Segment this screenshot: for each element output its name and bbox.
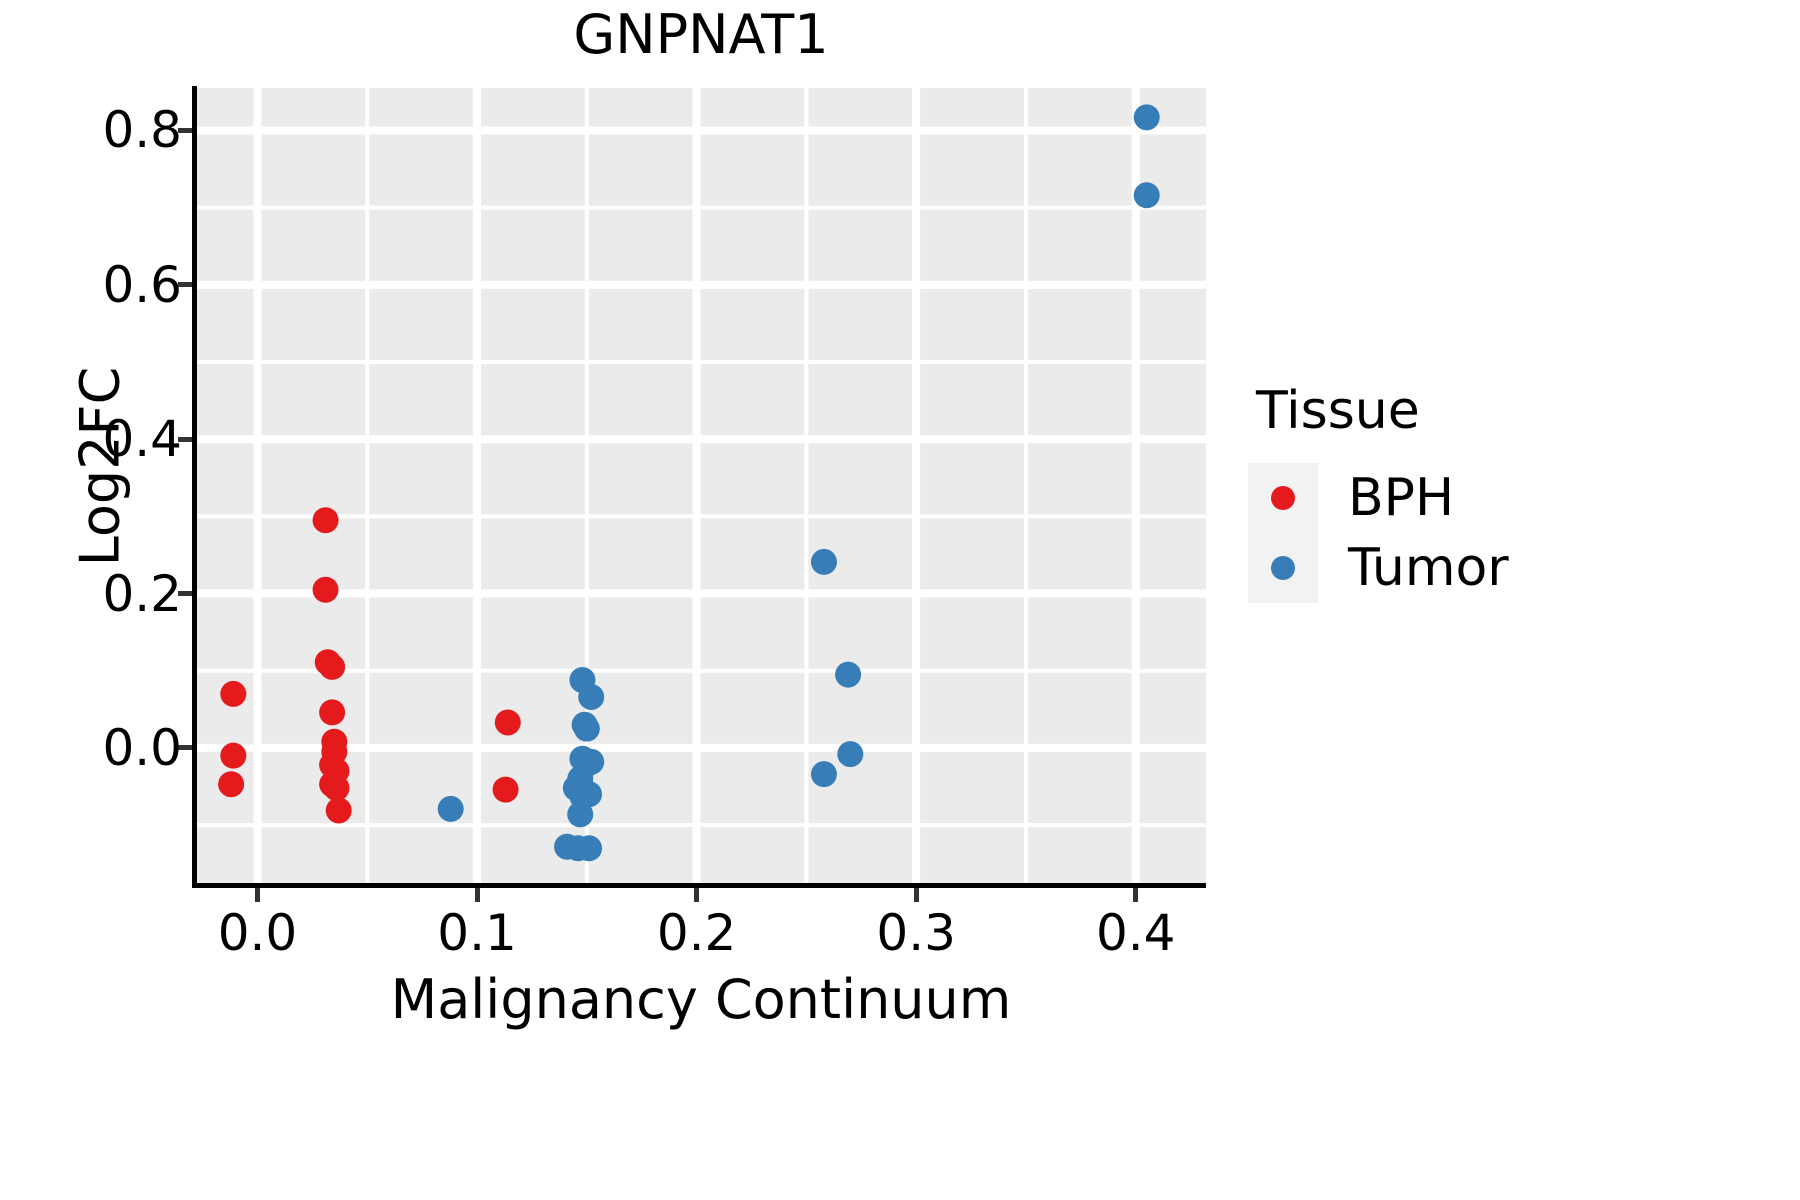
legend-dot-icon	[1271, 486, 1295, 510]
data-point-bph	[319, 653, 346, 680]
data-point-bph	[220, 680, 247, 707]
legend-item-label: BPH	[1348, 468, 1455, 528]
data-point-bph	[220, 742, 247, 769]
legend-items: BPH Tumor	[1248, 463, 1509, 603]
legend-title: Tissue	[1256, 381, 1420, 441]
data-point-tumor	[437, 795, 464, 822]
legend-item-tumor[interactable]: Tumor	[1248, 533, 1509, 603]
y-tick-label: 0.0	[102, 718, 182, 777]
data-point-tumor	[567, 801, 594, 828]
data-point-bph	[323, 775, 350, 802]
data-point-bph	[312, 507, 339, 534]
y-tick-label: 0.4	[102, 410, 182, 469]
data-point-tumor	[573, 715, 600, 742]
x-tick-mark	[474, 888, 480, 902]
plot-panel	[196, 88, 1206, 883]
x-tick-label: 0.4	[1095, 904, 1176, 962]
legend: Tissue BPH Tumor	[1248, 385, 1509, 603]
y-tick-mark	[178, 745, 192, 751]
legend-key-swatch	[1248, 533, 1318, 603]
data-point-bph	[492, 776, 519, 803]
y-tick-mark	[178, 127, 192, 133]
data-point-bph	[325, 797, 352, 824]
y-axis-title: Log2FC	[68, 366, 132, 567]
data-point-tumor	[576, 835, 603, 862]
page-title: GNPNAT1	[573, 3, 829, 66]
y-tick-label: 0.8	[102, 101, 182, 160]
data-point-bph	[218, 771, 245, 798]
legend-item-bph[interactable]: BPH	[1248, 463, 1509, 533]
data-point-tumor	[835, 661, 862, 688]
y-tick-mark	[178, 282, 192, 288]
x-tick-label: 0.2	[656, 904, 737, 962]
data-point-bph	[319, 699, 346, 726]
data-point-bph	[494, 709, 521, 736]
data-point-bph	[312, 576, 339, 603]
y-axis-line	[192, 86, 197, 887]
legend-key-swatch	[1248, 463, 1318, 533]
legend-item-label: Tumor	[1348, 538, 1509, 598]
x-tick-mark	[254, 888, 260, 902]
scatter-canvas	[196, 88, 1206, 883]
x-tick-mark	[913, 888, 919, 902]
y-tick-label: 0.6	[102, 255, 182, 314]
x-axis-title: Malignancy Continuum	[390, 968, 1012, 1031]
y-tick-mark	[178, 591, 192, 597]
data-point-tumor	[1133, 182, 1160, 209]
y-tick-mark	[178, 436, 192, 442]
x-tick-label: 0.0	[217, 904, 298, 962]
x-tick-mark	[694, 888, 700, 902]
data-point-tumor	[810, 761, 837, 788]
x-tick-mark	[1133, 888, 1139, 902]
x-tick-label: 0.1	[437, 904, 517, 962]
x-tick-label: 0.3	[876, 904, 956, 962]
y-tick-label: 0.2	[102, 564, 182, 623]
data-point-tumor	[810, 548, 837, 575]
data-point-tumor	[578, 683, 605, 710]
data-point-tumor	[1133, 104, 1160, 131]
x-axis-line	[192, 883, 1206, 888]
legend-dot-icon	[1271, 556, 1295, 580]
data-point-tumor	[837, 741, 864, 768]
